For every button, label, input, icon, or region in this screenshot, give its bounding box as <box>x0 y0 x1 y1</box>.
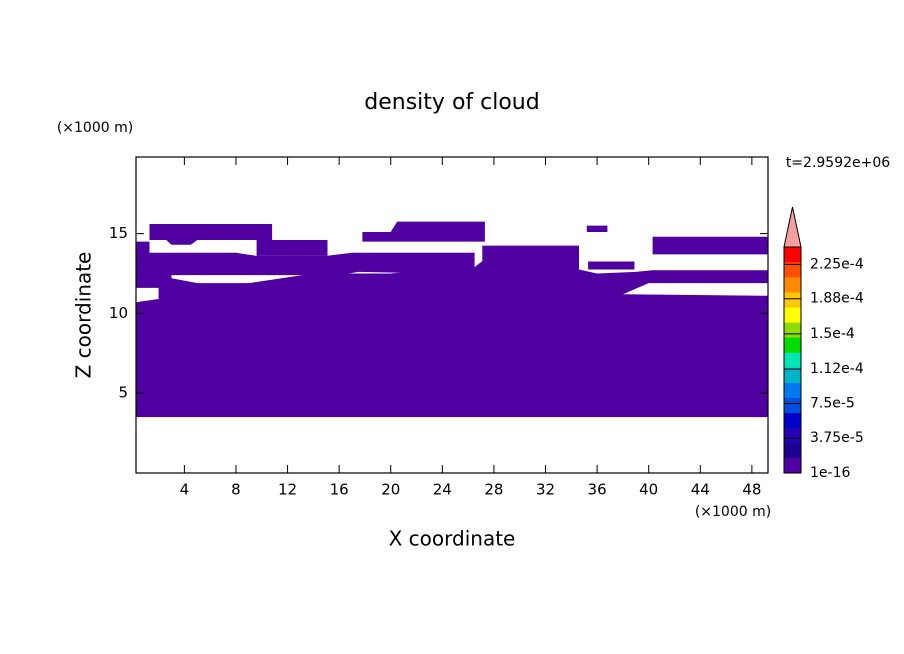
y-unit: (×1000 m) <box>57 120 133 136</box>
x-tick-label: 16 <box>330 481 349 499</box>
y-tick-label: 10 <box>109 304 128 322</box>
x-tick-label: 40 <box>639 481 658 499</box>
colorbar-segment <box>784 427 801 444</box>
x-unit: (×1000 m) <box>695 504 771 520</box>
colorbar-segment <box>784 322 801 338</box>
colorbar-segment <box>784 457 801 474</box>
colorbar-label: 1.12e-4 <box>810 361 864 377</box>
colorbar-segment <box>784 397 801 414</box>
x-tick-label: 48 <box>742 481 761 499</box>
colorbar-segment <box>784 442 801 459</box>
y-tick-label: 15 <box>109 224 128 242</box>
y-axis-title: Z coordinate <box>72 252 96 379</box>
x-tick-label: 28 <box>484 481 503 499</box>
colorbar-segment <box>784 277 801 293</box>
cloud-region <box>482 245 579 270</box>
time-label: t=2.9592e+06 <box>786 155 890 171</box>
cloud-region <box>588 261 635 270</box>
colorbar-label: 3.75e-5 <box>810 430 864 446</box>
x-tick-label: 44 <box>691 481 710 499</box>
colorbar-segment <box>784 412 801 429</box>
colorbar-segment <box>784 292 801 308</box>
colorbar-segment <box>784 337 801 353</box>
plot-frame <box>135 156 769 474</box>
colorbar-label: 1.5e-4 <box>810 326 855 342</box>
x-tick-label: 36 <box>588 481 607 499</box>
colorbar-segment <box>784 367 801 383</box>
colorbar-segment <box>784 247 801 263</box>
x-tick-label: 20 <box>381 481 400 499</box>
colorbar-segment <box>784 352 801 368</box>
colorbar-label: 2.25e-4 <box>810 256 864 272</box>
x-tick-label: 4 <box>180 481 190 499</box>
x-axis-title: X coordinate <box>389 527 516 551</box>
x-tick-label: 8 <box>231 481 241 499</box>
cloud-region <box>136 259 768 418</box>
x-tick-label: 24 <box>433 481 452 499</box>
x-tick-label: 12 <box>278 481 297 499</box>
colorbar-segment <box>784 382 801 398</box>
colorbar-label: 1.88e-4 <box>810 291 864 307</box>
cloud-region <box>652 236 768 255</box>
cloud-region <box>136 241 475 276</box>
cloud-region <box>256 240 328 256</box>
colorbar-label: 1e-16 <box>810 465 850 481</box>
colorbar-label: 7.5e-5 <box>810 395 855 411</box>
x-tick-label: 32 <box>536 481 555 499</box>
colorbar-segment <box>784 262 801 278</box>
chart-title: density of cloud <box>364 90 539 115</box>
cloud-region <box>362 221 485 242</box>
y-tick-label: 5 <box>118 384 128 402</box>
colorbar-segment <box>784 307 801 323</box>
cloud-region <box>149 224 273 245</box>
cloud-region <box>586 225 608 232</box>
